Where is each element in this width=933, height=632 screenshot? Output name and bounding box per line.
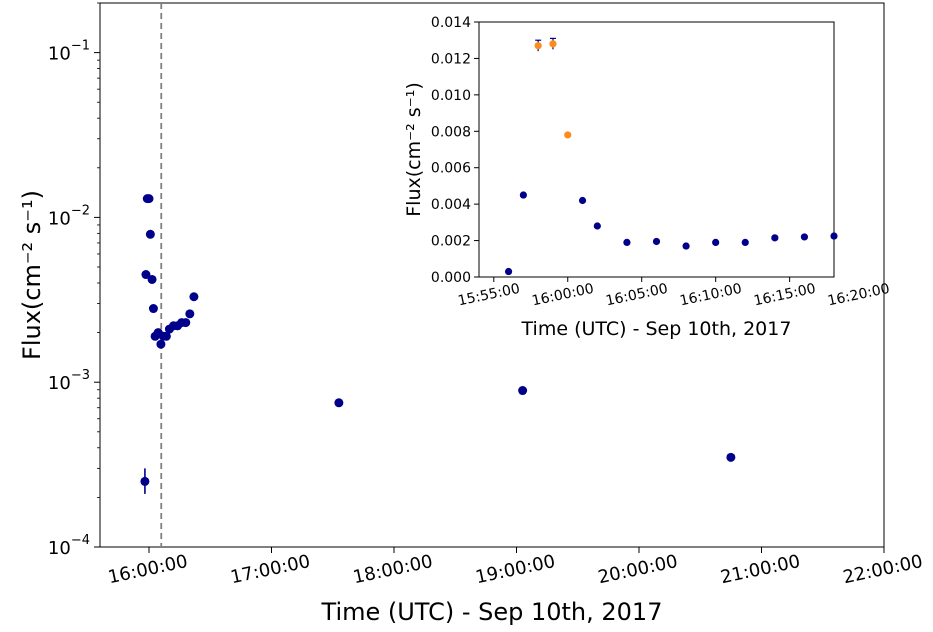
inset-y-tick-label: 0.008 xyxy=(431,124,471,140)
inset-data-point xyxy=(652,237,661,246)
inset-data-point xyxy=(578,196,587,205)
inset-data-point xyxy=(534,42,542,50)
inset-x-tick-label: 16:10:00 xyxy=(678,281,743,310)
data-point xyxy=(189,292,199,302)
main-y-tick-label: 10−2 xyxy=(48,203,90,229)
inset-data-point xyxy=(593,222,601,230)
inset-data-point xyxy=(682,242,690,250)
data-point xyxy=(140,476,150,486)
main-x-tick-label: 16:00:00 xyxy=(106,551,189,588)
inset-x-tick-label: 16:00:00 xyxy=(530,281,595,310)
data-point xyxy=(518,386,528,396)
main-x-tick-label: 21:00:00 xyxy=(719,551,802,588)
main-x-tick-label: 18:00:00 xyxy=(351,551,434,588)
main-data-points xyxy=(140,194,736,494)
main-y-tick-label: 10−1 xyxy=(48,39,90,65)
main-y-tick-label: 10−4 xyxy=(48,533,90,559)
data-point xyxy=(147,274,157,284)
inset-x-tick-label: 16:05:00 xyxy=(604,281,669,310)
data-point xyxy=(145,229,155,239)
data-point xyxy=(181,318,191,328)
data-point xyxy=(185,309,195,319)
inset-y-axis-label: Flux(cm⁻² s⁻¹) xyxy=(403,82,425,217)
inset-data-point xyxy=(564,131,572,139)
data-point xyxy=(726,452,736,462)
inset-data-point xyxy=(519,191,527,199)
main-x-tick-label: 20:00:00 xyxy=(596,551,679,588)
main-x-tick-label: 17:00:00 xyxy=(229,551,312,588)
data-point xyxy=(148,304,158,314)
main-y-axis-label: Flux(cm⁻² s⁻¹) xyxy=(18,190,46,360)
main-y-tick-label: 10−3 xyxy=(48,368,90,394)
inset-data-point xyxy=(741,238,749,246)
inset-y-tick-label: 0.010 xyxy=(431,88,471,104)
inset-y-tick-label: 0.000 xyxy=(431,270,471,286)
inset-y-tick-label: 0.014 xyxy=(431,15,471,31)
inset-x-tick-label: 16:20:00 xyxy=(826,281,891,310)
inset-y-tick-label: 0.004 xyxy=(431,197,471,213)
data-point xyxy=(156,339,166,349)
main-x-tick-label: 22:00:00 xyxy=(841,551,924,588)
inset-data-point xyxy=(771,234,779,242)
inset-y-tick-label: 0.012 xyxy=(431,51,471,67)
inset-x-axis-label: Time (UTC) - Sep 10th, 2017 xyxy=(521,318,792,340)
inset-y-tick-label: 0.006 xyxy=(431,161,471,177)
data-point xyxy=(334,398,344,408)
inset-data-point xyxy=(712,238,720,246)
inset-data-point xyxy=(549,40,557,48)
data-point xyxy=(144,194,154,204)
inset-y-tick-label: 0.002 xyxy=(431,234,471,250)
inset-data-point xyxy=(504,267,513,276)
data-point xyxy=(141,270,151,280)
inset-data-point xyxy=(800,233,809,241)
inset-data-point xyxy=(623,238,631,246)
inset-x-tick-label: 16:15:00 xyxy=(752,281,817,310)
inset-data-point xyxy=(830,232,838,240)
data-point xyxy=(161,331,171,341)
inset-data-points xyxy=(504,37,838,276)
main-x-tick-label: 19:00:00 xyxy=(474,551,557,588)
main-x-axis-label: Time (UTC) - Sep 10th, 2017 xyxy=(321,598,663,626)
main-plot-area xyxy=(99,2,885,548)
